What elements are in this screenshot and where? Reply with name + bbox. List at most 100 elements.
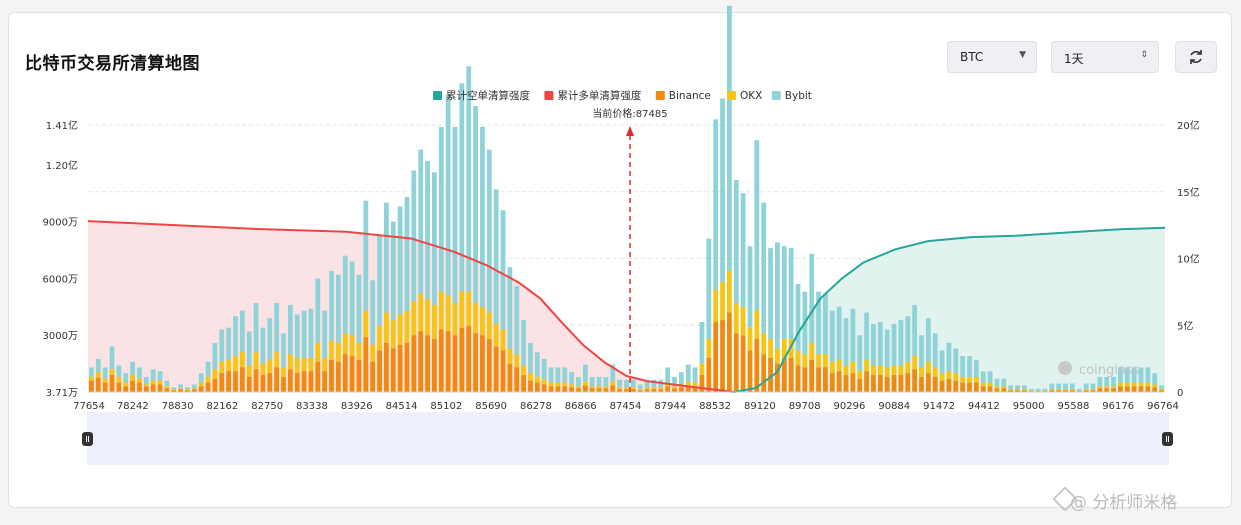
bar-okx (150, 380, 156, 385)
bar-bybit (1021, 385, 1027, 390)
bar-binance (733, 333, 739, 392)
bar-okx (617, 387, 623, 390)
bar-okx (356, 342, 362, 360)
bar-okx (384, 312, 389, 343)
bar-bybit (569, 372, 575, 385)
bar-okx (768, 339, 773, 358)
bar-bybit (672, 376, 677, 387)
bar-okx (329, 340, 334, 360)
x-tick-label: 95588 (1058, 401, 1090, 412)
bar-bybit (1104, 376, 1110, 387)
bar-bybit (630, 379, 636, 388)
bar-binance (281, 376, 286, 392)
bar-okx (102, 378, 108, 383)
bar-okx (658, 387, 664, 390)
x-tick-label: 78830 (162, 401, 194, 412)
bar-bybit (384, 202, 389, 313)
bar-binance (809, 359, 815, 392)
bar-okx (877, 365, 883, 376)
bar-binance (377, 350, 382, 392)
bar-binance (267, 373, 273, 392)
x-tick-label: 83338 (296, 401, 328, 412)
bar-bybit (919, 335, 924, 368)
bar-okx (1131, 382, 1137, 387)
bar-bybit (761, 202, 767, 334)
bar-binance (534, 382, 540, 392)
bar-binance (678, 387, 684, 392)
bar-binance (95, 377, 101, 392)
bar-okx (287, 354, 293, 370)
bar-bybit (267, 318, 273, 360)
bar-okx (116, 376, 122, 383)
bar-okx (198, 382, 204, 387)
bar-bybit (1097, 376, 1103, 387)
bar-binance (932, 376, 938, 392)
bar-bybit (678, 372, 684, 385)
bar-bybit (507, 267, 513, 349)
bar-binance (411, 335, 417, 392)
bar-okx (816, 354, 821, 368)
bar-okx (480, 306, 485, 336)
bar-bybit (610, 364, 616, 382)
bar-bybit (226, 327, 232, 360)
refresh-button[interactable] (1175, 41, 1217, 73)
bar-okx (1049, 389, 1055, 391)
bar-binance (466, 325, 472, 392)
bar-bybit (452, 126, 458, 304)
bar-okx (576, 386, 581, 389)
bar-bybit (377, 234, 382, 326)
bar-binance (877, 375, 883, 392)
bar-okx (946, 371, 952, 379)
bar-bybit (871, 323, 876, 366)
bar-binance (384, 342, 389, 392)
bar-binance (246, 376, 252, 392)
bar-bybit (219, 329, 225, 362)
bar-okx (205, 376, 211, 383)
bar-binance (315, 361, 321, 392)
bar-binance (802, 367, 808, 392)
bar-bybit (301, 310, 307, 358)
bar-binance (562, 386, 568, 392)
bar-binance (459, 327, 465, 392)
bar-okx (740, 306, 746, 336)
bar-binance (644, 389, 650, 392)
bar-okx (521, 365, 527, 376)
bar-binance (150, 384, 156, 392)
bar-bybit (754, 140, 760, 311)
bar-bybit (850, 308, 856, 362)
bar-bybit (521, 320, 527, 366)
bar-okx (164, 386, 170, 389)
bar-bybit (514, 285, 520, 355)
bar-binance (555, 386, 561, 392)
bar-binance (980, 386, 986, 392)
bar-okx (1001, 386, 1007, 389)
coin-select[interactable]: BTC ▼ (947, 41, 1037, 73)
bar-bybit (816, 291, 821, 355)
bar-binance (994, 388, 1000, 392)
bar-binance (178, 389, 184, 392)
x-tick-label: 90296 (834, 401, 866, 412)
bar-bybit (960, 356, 966, 377)
bar-binance (452, 335, 458, 392)
bar-binance (438, 329, 444, 392)
period-select[interactable]: 1天 ⇕ (1051, 41, 1159, 73)
bar-binance (685, 385, 691, 392)
bar-binance (843, 375, 849, 392)
bar-binance (130, 380, 135, 392)
bar-bybit (534, 352, 540, 377)
bar-bybit (651, 379, 657, 388)
bar-okx (239, 352, 245, 368)
bar-binance (754, 339, 760, 392)
bar-okx (1056, 389, 1062, 391)
bar-okx (733, 303, 739, 334)
bar-bybit (925, 318, 931, 362)
bar-bybit (253, 303, 259, 353)
y-right-tick-label: 5亿 (1177, 319, 1193, 332)
bar-binance (576, 388, 581, 392)
bar-bybit (768, 248, 773, 340)
bar-bybit (836, 306, 842, 360)
bar-okx (507, 348, 513, 364)
bar-okx (781, 339, 787, 358)
bar-bybit (411, 170, 417, 302)
bar-bybit (973, 359, 979, 377)
